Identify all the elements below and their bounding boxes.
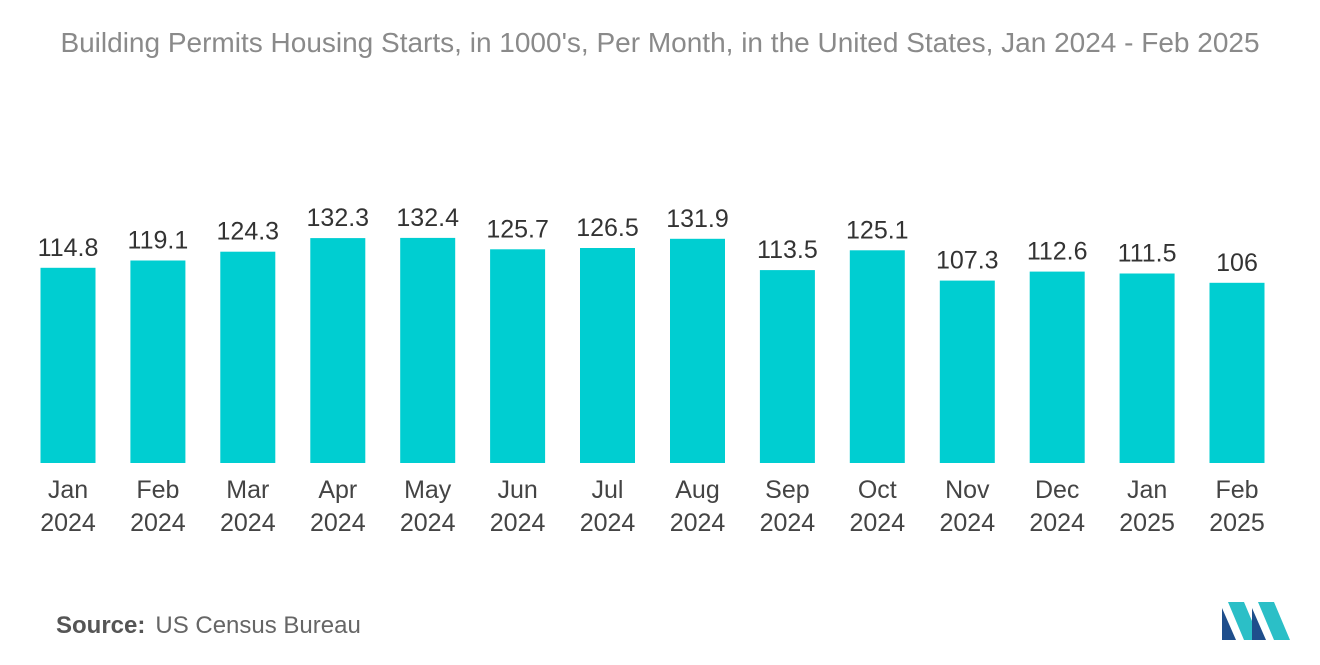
x-tick-label: Jan 2024 [40, 476, 96, 537]
bar-may-2024 [400, 237, 456, 463]
data-label: 132.3 [307, 204, 370, 232]
bar-sep-2024 [759, 270, 815, 463]
x-tick-label: Dec 2024 [1029, 476, 1085, 537]
data-label: 132.4 [396, 204, 459, 232]
bar-dec-2024 [1029, 271, 1085, 463]
chart-title: Building Permits Housing Starts, in 1000… [60, 27, 1260, 58]
data-label: 112.6 [1027, 238, 1088, 266]
bar-jul-2024 [580, 248, 635, 463]
x-tick-label: Jan 2025 [1119, 476, 1175, 537]
source-value: US Census Bureau [155, 612, 361, 639]
bar-feb-2024 [130, 260, 186, 463]
bar-oct-2024 [849, 250, 905, 463]
x-tick-label: Jul 2024 [580, 476, 636, 537]
logo-shape-mid-b [1252, 608, 1266, 640]
data-label: 119.1 [128, 227, 189, 255]
x-tick-label: Nov 2024 [939, 476, 995, 537]
data-label: 111.5 [1118, 240, 1177, 268]
x-tick-label: Apr 2024 [310, 476, 366, 537]
data-label: 107.3 [936, 247, 999, 275]
data-label: 106 [1216, 249, 1258, 277]
x-tick-label: Oct 2024 [849, 476, 905, 537]
source-note: Source: US Census Bureau [56, 612, 361, 640]
data-label: 114.8 [38, 234, 99, 262]
x-tick-label: Mar 2024 [220, 476, 276, 537]
data-label: 131.9 [666, 205, 729, 233]
source-label: Source: [56, 612, 146, 639]
data-label: 125.7 [486, 215, 549, 243]
bar-aug-2024 [670, 238, 725, 463]
data-label: 125.1 [846, 216, 909, 244]
bar-jun-2024 [490, 249, 546, 463]
data-label: 113.5 [757, 236, 818, 264]
bar-feb-2025 [1209, 282, 1265, 463]
x-tick-label: Sep 2024 [760, 476, 816, 537]
logo-shape-right [1258, 602, 1290, 640]
x-tick-label: Feb 2025 [1209, 476, 1265, 537]
bar-chart: 114.8 Jan 2024 119.1 Feb 2024 124.3 Mar 2024 132.… [38, 204, 1265, 537]
x-tick-label: Feb 2024 [130, 476, 186, 537]
x-tick-label: Jun 2024 [490, 476, 546, 537]
logo-shape-left [1222, 608, 1236, 640]
x-tick-label: Aug 2024 [670, 476, 726, 537]
brand-logo-icon [1222, 602, 1290, 640]
bar-jan-2025 [1119, 273, 1175, 463]
data-label: 126.5 [576, 214, 639, 242]
x-tick-label: May 2024 [400, 476, 456, 537]
bar-mar-2024 [220, 251, 276, 463]
bar-nov-2024 [939, 280, 995, 463]
data-label: 124.3 [217, 218, 280, 246]
bar-apr-2024 [310, 238, 366, 463]
bar-jan-2024 [40, 267, 96, 463]
